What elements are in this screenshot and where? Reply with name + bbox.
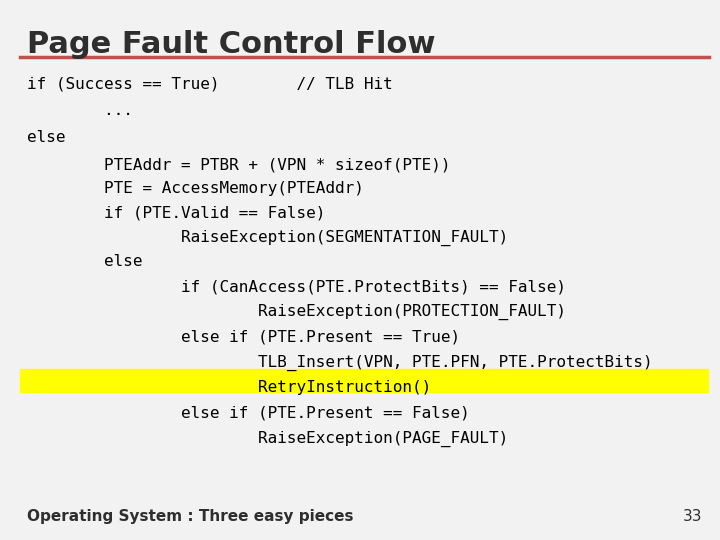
- Text: RaiseException(PROTECTION_FAULT): RaiseException(PROTECTION_FAULT): [27, 304, 567, 320]
- Text: Page Fault Control Flow: Page Fault Control Flow: [27, 30, 436, 59]
- FancyBboxPatch shape: [20, 369, 708, 392]
- Text: TLB_Insert(VPN, PTE.PFN, PTE.ProtectBits): TLB_Insert(VPN, PTE.PFN, PTE.ProtectBits…: [27, 355, 653, 371]
- Text: RaiseException(PAGE_FAULT): RaiseException(PAGE_FAULT): [27, 430, 508, 447]
- Text: RaiseException(SEGMENTATION_FAULT): RaiseException(SEGMENTATION_FAULT): [27, 230, 508, 246]
- Text: if (Success == True)        // TLB Hit: if (Success == True) // TLB Hit: [27, 76, 393, 91]
- Text: else if (PTE.Present == False): else if (PTE.Present == False): [27, 406, 470, 421]
- Text: PTE = AccessMemory(PTEAddr): PTE = AccessMemory(PTEAddr): [27, 181, 364, 197]
- Text: PTEAddr = PTBR + (VPN * sizeof(PTE)): PTEAddr = PTBR + (VPN * sizeof(PTE)): [27, 157, 451, 172]
- Text: else if (PTE.Present == True): else if (PTE.Present == True): [27, 330, 461, 345]
- Text: else: else: [27, 130, 66, 145]
- Text: if (CanAccess(PTE.ProtectBits) == False): if (CanAccess(PTE.ProtectBits) == False): [27, 280, 567, 295]
- Text: 33: 33: [683, 509, 702, 524]
- Text: Operating System : Three easy pieces: Operating System : Three easy pieces: [27, 509, 354, 524]
- Text: else: else: [27, 254, 143, 269]
- Text: ...: ...: [27, 103, 133, 118]
- Text: RetryInstruction(): RetryInstruction(): [27, 380, 431, 395]
- Text: if (PTE.Valid == False): if (PTE.Valid == False): [27, 206, 325, 221]
